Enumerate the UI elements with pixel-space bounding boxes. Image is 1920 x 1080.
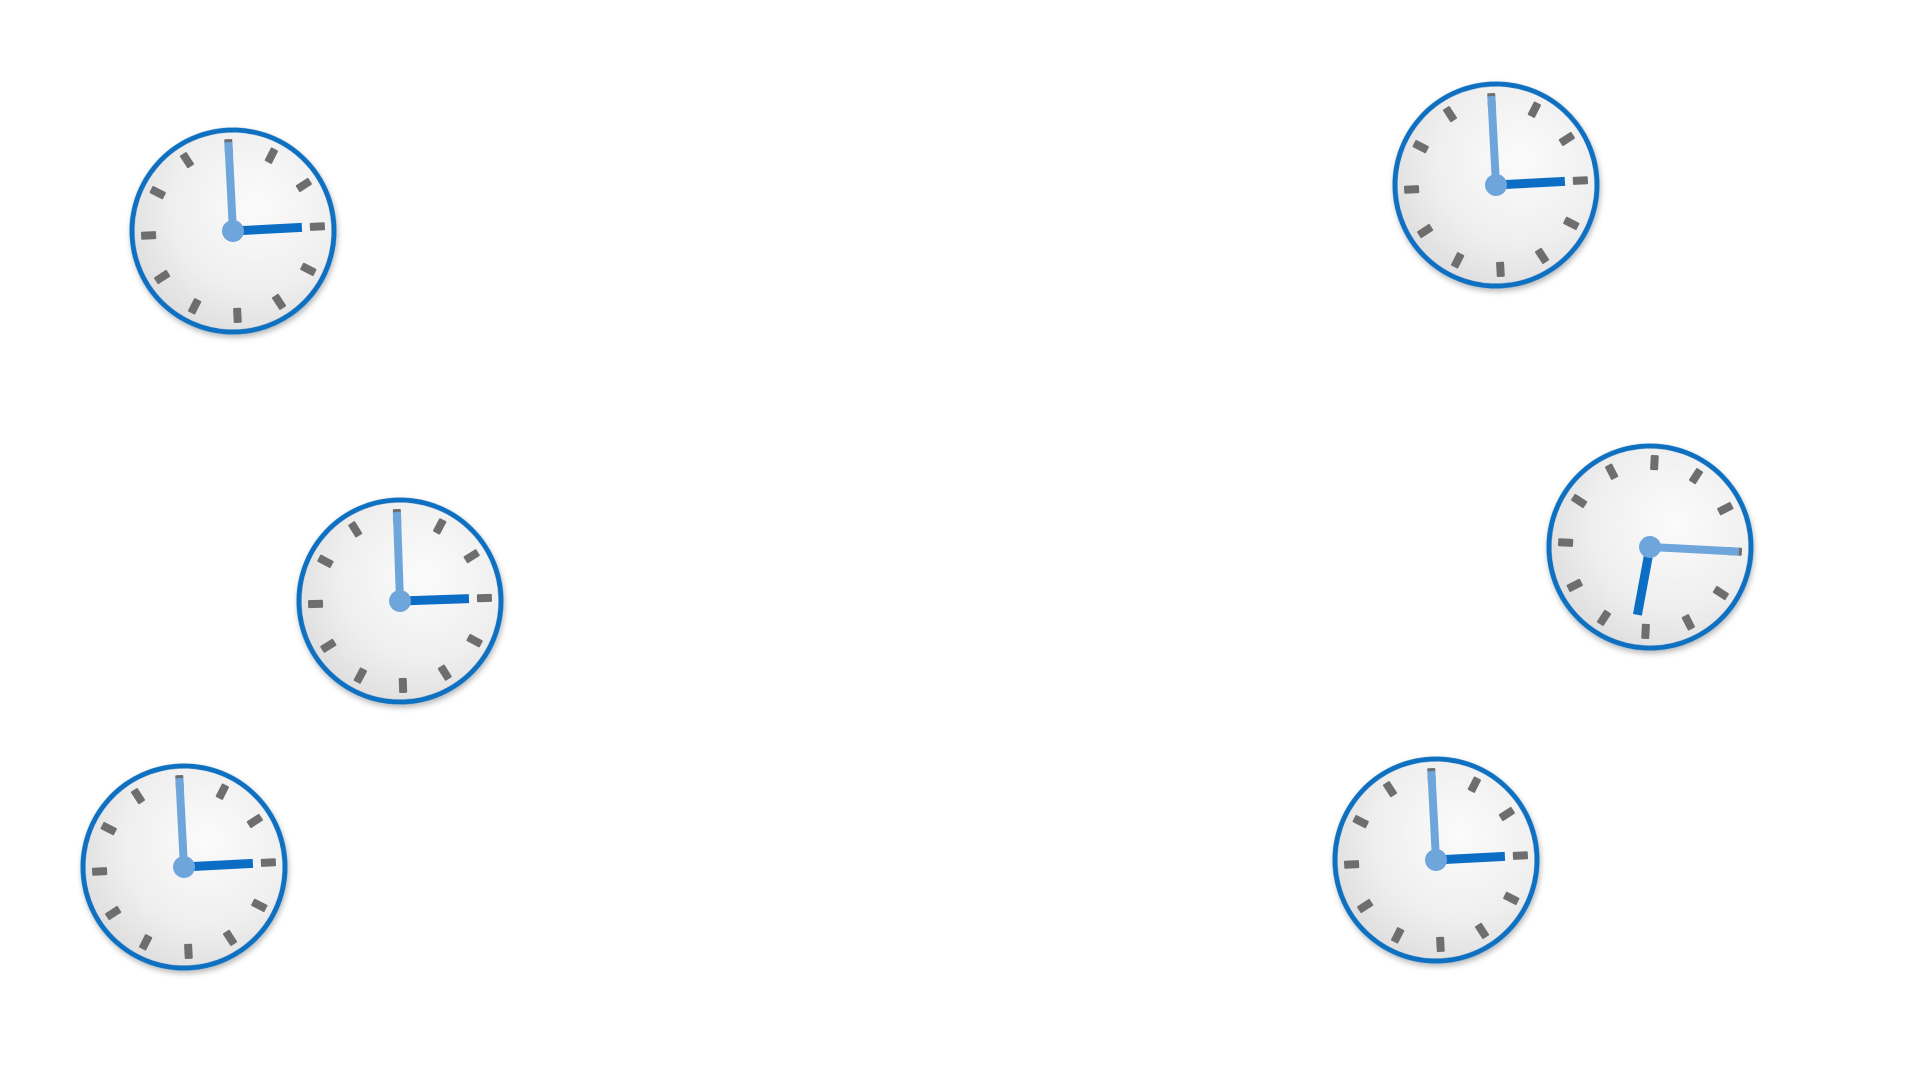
clock-icon — [1540, 437, 1761, 658]
clock-tick — [1412, 140, 1429, 154]
clock-tick — [188, 298, 202, 315]
clock-tick — [246, 813, 263, 829]
minute-hand — [1487, 95, 1501, 189]
clock-tick — [1688, 468, 1704, 485]
clock-tick — [1571, 493, 1588, 509]
clock-tick — [264, 147, 278, 164]
clock-tick — [154, 269, 171, 285]
clock-tick — [1498, 806, 1515, 822]
clock-tick — [260, 858, 277, 867]
clock-tick — [317, 554, 334, 569]
clock-tick — [1712, 585, 1729, 601]
clock-icon — [74, 757, 295, 978]
clock-tick — [1717, 502, 1734, 516]
clock-face-svg — [296, 497, 504, 705]
clock-tick — [1605, 463, 1619, 480]
hour-hand — [1492, 176, 1566, 190]
clock-tick — [1572, 176, 1589, 185]
clock-tick — [1596, 609, 1612, 626]
clock-hub — [389, 590, 411, 612]
clock-tick — [1558, 131, 1575, 147]
clock-tick — [233, 307, 242, 324]
clock-tick — [130, 788, 146, 805]
hour-hand — [1633, 543, 1655, 616]
clock-tick — [1391, 927, 1405, 944]
clock-tick — [463, 549, 480, 564]
clock-tick — [1343, 860, 1360, 869]
hour-hand — [396, 594, 470, 606]
clock-tick — [348, 521, 363, 538]
clock-tick — [215, 783, 229, 800]
clock-tick — [309, 222, 326, 231]
clock-tick — [432, 518, 447, 535]
clock-tick — [1451, 252, 1465, 269]
clock-tick — [149, 186, 166, 200]
clock-tick — [437, 664, 452, 681]
clock-tick — [222, 929, 238, 946]
minute-hand — [224, 141, 238, 235]
clock-hub — [173, 856, 195, 878]
clock-tick — [1650, 454, 1659, 471]
clock-hub — [222, 220, 244, 242]
clock-icon — [1326, 750, 1547, 971]
clock-hub — [1485, 174, 1507, 196]
clock-tick — [1382, 781, 1398, 798]
clock-tick — [1357, 898, 1374, 914]
hour-hand — [1432, 851, 1506, 865]
clock-tick — [1496, 261, 1505, 278]
clock-tick — [184, 943, 193, 960]
clock-icon — [123, 121, 344, 342]
clock-tick — [300, 262, 317, 276]
clock-tick — [353, 667, 368, 684]
clock-tick — [140, 231, 157, 240]
clock-tick — [1467, 776, 1481, 793]
clock-tick — [307, 599, 324, 609]
clock-face-svg — [129, 127, 337, 335]
clock-face-svg — [1546, 443, 1754, 651]
minute-hand — [175, 777, 189, 871]
clock-tick — [320, 638, 337, 653]
clock-tick — [1474, 922, 1490, 939]
clock-tick — [1442, 106, 1458, 123]
clock-tick — [100, 822, 117, 836]
clock-tick — [179, 152, 195, 169]
clock-tick — [295, 177, 312, 193]
clock-tick — [1563, 216, 1580, 230]
clock-tick — [139, 934, 153, 951]
clock-tick — [1641, 623, 1650, 640]
clock-tick — [1436, 936, 1445, 953]
clock-tick — [1403, 185, 1420, 194]
clock-tick — [1534, 247, 1550, 264]
clock-face-svg — [1392, 81, 1600, 289]
minute-hand — [392, 511, 405, 605]
minute-hand — [1646, 542, 1740, 556]
clock-face-svg — [80, 763, 288, 971]
clock-tick — [1681, 614, 1695, 631]
clock-tick — [91, 867, 108, 876]
clock-tick — [251, 898, 268, 912]
clock-tick — [1417, 223, 1434, 239]
hour-hand — [180, 858, 254, 872]
clock-tick — [1503, 891, 1520, 905]
clock-tick — [398, 677, 408, 694]
clock-tick — [476, 593, 493, 603]
clock-tick — [1527, 101, 1541, 118]
clock-tick — [466, 633, 483, 648]
clock-tick — [1566, 578, 1583, 592]
clock-tick — [105, 905, 122, 921]
hour-hand — [229, 222, 303, 236]
clock-icon — [291, 492, 508, 709]
clock-hub — [1639, 536, 1661, 558]
clock-hub — [1425, 849, 1447, 871]
clock-tick — [1557, 538, 1574, 547]
clock-face-svg — [1332, 756, 1540, 964]
clock-icon — [1386, 75, 1607, 296]
clock-tick — [1352, 815, 1369, 829]
minute-hand — [1427, 770, 1441, 864]
clock-tick — [1512, 851, 1529, 860]
clock-tick — [271, 293, 287, 310]
